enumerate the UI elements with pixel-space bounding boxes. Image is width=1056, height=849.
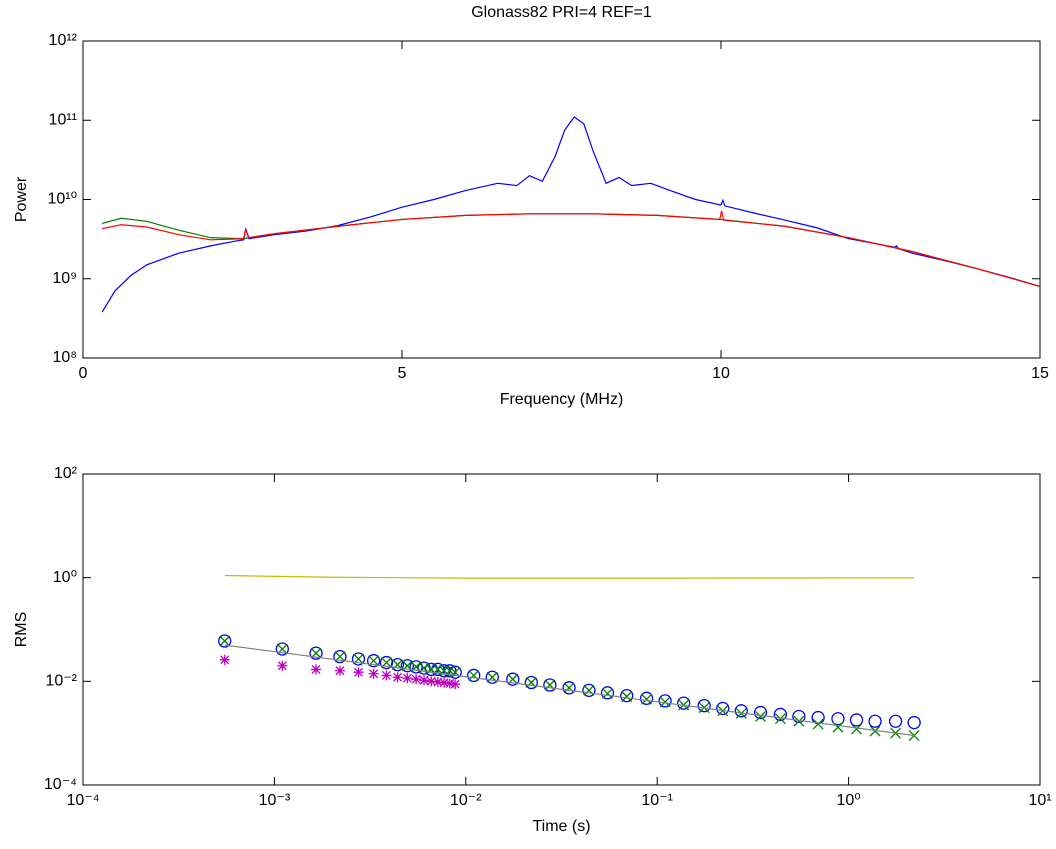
- x-tick-label: 10⁻²: [450, 792, 482, 809]
- data-point: [275, 642, 289, 656]
- y-tick-label: 10⁻⁴: [44, 776, 77, 793]
- data-point: [774, 713, 786, 725]
- data-point: [309, 646, 323, 660]
- y-tick-label: 10²: [54, 465, 78, 482]
- data-point: [753, 705, 768, 720]
- data-point: [562, 681, 576, 695]
- data-point: [439, 677, 450, 688]
- y-axis-label: RMS: [13, 612, 30, 648]
- data-point: [366, 654, 381, 668]
- plot-area: [82, 40, 1041, 359]
- x-tick-label: 0: [79, 365, 88, 382]
- data-point: [524, 675, 538, 690]
- series-markers: [219, 635, 920, 741]
- series-line: [102, 210, 1041, 288]
- data-point: [641, 693, 653, 705]
- data-point: [812, 718, 824, 730]
- data-point: [506, 672, 520, 686]
- data-point: [888, 714, 903, 728]
- y-tick-label: 10¹²: [49, 32, 78, 49]
- data-point: [353, 667, 364, 678]
- data-point: [677, 696, 691, 710]
- data-point: [620, 688, 634, 703]
- data-point: [734, 704, 748, 718]
- plot-area: [82, 473, 1041, 786]
- data-point: [755, 711, 766, 722]
- y-tick-label: 10⁹: [52, 270, 77, 287]
- chart-title: Glonass82 PRI=4 REF=1: [471, 4, 652, 21]
- data-point: [658, 694, 672, 708]
- data-point: [450, 679, 461, 690]
- x-tick-label: 10⁰: [836, 792, 860, 809]
- data-point: [400, 659, 414, 673]
- series-markers: [219, 654, 461, 690]
- data-point: [392, 672, 403, 683]
- data-point: [621, 691, 633, 702]
- x-axis-label: Time (s): [532, 818, 590, 835]
- data-point: [402, 673, 413, 684]
- data-point: [485, 670, 499, 684]
- data-point: [390, 657, 405, 672]
- data-point: [869, 725, 881, 737]
- data-point: [792, 709, 806, 724]
- data-point: [582, 683, 596, 697]
- data-point: [716, 701, 730, 716]
- y-tick-label: 10⁸: [52, 349, 77, 366]
- data-point: [602, 688, 613, 700]
- data-point: [219, 654, 230, 665]
- data-point: [333, 649, 347, 664]
- data-point: [218, 634, 232, 648]
- data-point: [907, 715, 921, 730]
- data-point: [773, 707, 788, 722]
- data-point: [432, 677, 443, 688]
- data-point: [543, 678, 557, 692]
- x-axis-label: Frequency (MHz): [500, 391, 624, 408]
- data-point: [368, 668, 379, 679]
- data-point: [832, 721, 844, 733]
- x-tick-label: 10⁻³: [259, 792, 291, 809]
- x-tick-label: 5: [398, 365, 407, 382]
- data-point: [600, 686, 615, 700]
- x-tick-label: 10: [712, 365, 730, 382]
- data-point: [467, 668, 481, 683]
- y-tick-label: 10¹¹: [49, 111, 77, 128]
- data-point: [219, 635, 231, 647]
- data-point: [697, 698, 711, 713]
- data-point: [659, 696, 671, 708]
- data-point: [351, 652, 366, 666]
- x-tick-label: 10⁻⁴: [66, 792, 99, 809]
- data-point: [311, 664, 322, 675]
- data-point: [831, 712, 845, 726]
- data-point: [419, 675, 430, 686]
- data-point: [639, 691, 654, 705]
- data-point: [411, 674, 422, 685]
- y-axis-label: Power: [13, 176, 30, 222]
- data-point: [381, 670, 392, 681]
- data-point: [444, 678, 455, 689]
- data-point: [334, 665, 345, 676]
- x-tick-label: 10⁻¹: [641, 792, 673, 809]
- data-point: [849, 713, 864, 727]
- y-tick-label: 10⁰: [53, 569, 77, 586]
- data-point: [868, 714, 882, 728]
- x-tick-label: 15: [1031, 365, 1049, 382]
- data-point: [851, 723, 862, 735]
- series-markers: [218, 634, 921, 730]
- data-point: [793, 715, 805, 727]
- y-tick-label: 10⁻²: [45, 673, 77, 690]
- data-point: [426, 676, 437, 687]
- series-line: [224, 574, 915, 579]
- data-point: [277, 660, 288, 671]
- y-tick-label: 10¹⁰: [47, 191, 77, 208]
- series-line: [224, 644, 915, 737]
- x-tick-label: 10¹: [1028, 792, 1051, 809]
